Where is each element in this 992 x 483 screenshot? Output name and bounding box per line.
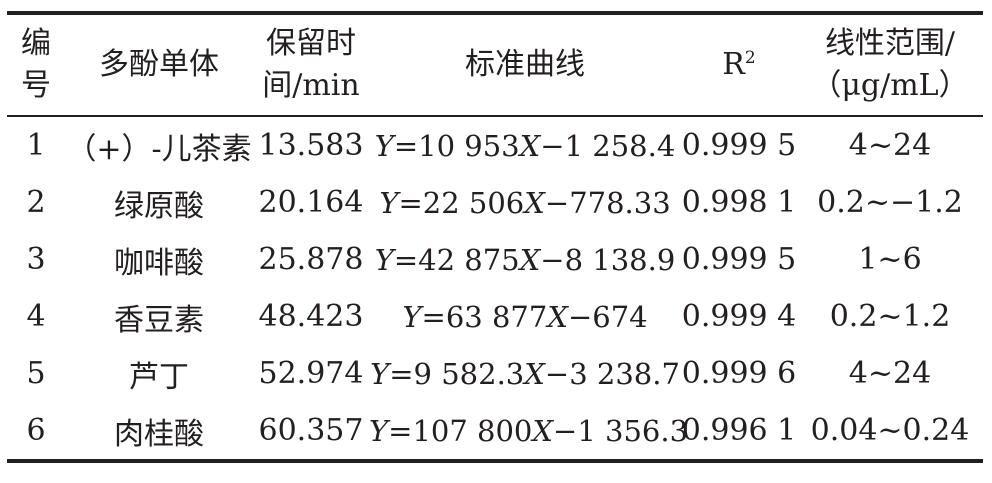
cell-linear-range: 0.2~−1.2	[817, 185, 963, 220]
eq-slope: =63 877	[421, 299, 548, 334]
cell-retention-time: 60.357	[258, 413, 364, 448]
table-row: 4 香豆素 48.423 Y=63 877X−674 0.999 4 0.2~1…	[7, 288, 983, 345]
eq-x: X	[519, 242, 541, 277]
cell-id: 2	[26, 185, 46, 220]
polyphenol-standard-curve-table: 编 号 多酚单体 保留时 间/min 标准曲线 R2 线性范围/ （μg/mL）…	[7, 11, 983, 463]
cell-retention-time: 25.878	[258, 242, 364, 277]
cell-compound: 肉桂酸	[114, 416, 204, 452]
header-id-line2: 号	[21, 68, 51, 103]
cell-retention-time: 52.974	[258, 356, 364, 391]
header-compound: 多酚单体	[99, 47, 219, 82]
cell-r2: 0.999 4	[681, 299, 797, 334]
header-range-line1: 线性范围/	[824, 26, 956, 61]
eq-x: X	[547, 299, 568, 334]
cell-retention-time: 20.164	[258, 185, 364, 220]
cell-r2: 0.998 1	[681, 185, 797, 220]
cell-compound: 咖啡酸	[114, 245, 204, 281]
cell-compound: 芦丁	[129, 359, 189, 395]
data-table-container: 编 号 多酚单体 保留时 间/min 标准曲线 R2 线性范围/ （μg/mL）…	[7, 11, 983, 463]
header-r2: R2	[681, 13, 797, 116]
eq-slope: =10 953	[393, 128, 520, 163]
eq-intercept: −674	[567, 299, 648, 334]
cell-linear-range: 4~24	[848, 128, 932, 163]
eq-x: X	[524, 185, 545, 220]
cell-linear-range: 4~24	[848, 356, 932, 391]
cell-id: 4	[26, 299, 46, 334]
table-header: 编 号 多酚单体 保留时 间/min 标准曲线 R2 线性范围/ （μg/mL）	[7, 13, 983, 116]
cell-r2: 0.999 5	[681, 242, 797, 277]
cell-linear-range: 0.2~1.2	[829, 299, 951, 334]
cell-standard-curve: Y=9 582.3X−3 238.7	[369, 345, 681, 402]
eq-slope: =107 800	[388, 413, 533, 448]
eq-x: X	[532, 413, 554, 448]
cell-standard-curve: Y=42 875X−8 138.9	[369, 231, 681, 288]
eq-intercept: −8 138.9	[540, 242, 676, 277]
eq-x: X	[519, 128, 541, 163]
cell-standard-curve: Y=107 800X−1 356.3	[369, 402, 688, 461]
header-id-line1: 编	[21, 26, 51, 61]
cell-id: 3	[26, 242, 46, 277]
cell-compound: （+）-儿茶素	[66, 131, 252, 167]
table-row: 6 肉桂酸 60.357 Y=107 800X−1 356.3 0.996 1 …	[7, 402, 983, 461]
eq-slope: =42 875	[393, 242, 520, 277]
eq-intercept: −778.33	[544, 185, 671, 220]
cell-compound: 绿原酸	[114, 188, 204, 224]
header-standard-curve: 标准曲线	[465, 47, 585, 82]
cell-compound: 香豆素	[114, 302, 204, 338]
cell-retention-time: 13.583	[258, 128, 364, 163]
header-row: 编 号 多酚单体 保留时 间/min 标准曲线 R2 线性范围/ （μg/mL）	[7, 13, 983, 116]
header-r2-sup: 2	[744, 48, 756, 68]
cell-id: 5	[26, 356, 46, 391]
eq-y: Y	[374, 242, 394, 277]
header-range-line2: （μg/mL）	[811, 68, 969, 103]
table-row: 3 咖啡酸 25.878 Y=42 875X−8 138.9 0.999 5 1…	[7, 231, 983, 288]
eq-y: Y	[379, 185, 399, 220]
cell-id: 1	[26, 128, 46, 163]
cell-retention-time: 48.423	[258, 299, 364, 334]
table-body: 1 （+）-儿茶素 13.583 Y=10 953X−1 258.4 0.999…	[7, 116, 983, 461]
cell-r2: 0.999 5	[681, 128, 797, 163]
eq-y: Y	[374, 128, 394, 163]
header-id: 编 号	[7, 13, 65, 116]
eq-y: Y	[369, 413, 389, 448]
header-rt-line1: 保留时	[266, 26, 356, 61]
cell-standard-curve: Y=22 506X−778.33	[369, 174, 681, 231]
cell-standard-curve: Y=63 877X−674	[369, 288, 681, 345]
header-rt-line2: 间/min	[262, 68, 360, 103]
eq-intercept: −3 238.7	[544, 356, 680, 391]
cell-linear-range: 1~6	[858, 242, 922, 277]
table-row: 2 绿原酸 20.164 Y=22 506X−778.33 0.998 1 0.…	[7, 174, 983, 231]
header-linear-range: 线性范围/ （μg/mL）	[797, 13, 983, 116]
table-row: 5 芦丁 52.974 Y=9 582.3X−3 238.7 0.999 6 4…	[7, 345, 983, 402]
eq-slope: =9 582.3	[389, 356, 525, 391]
eq-slope: =22 506	[398, 185, 525, 220]
eq-y: Y	[370, 356, 390, 391]
eq-y: Y	[402, 299, 422, 334]
cell-linear-range: 0.04~0.24	[810, 413, 970, 448]
header-retention-time: 保留时 间/min	[253, 13, 369, 116]
eq-intercept: −1 356.3	[553, 413, 689, 448]
table-row: 1 （+）-儿茶素 13.583 Y=10 953X−1 258.4 0.999…	[7, 116, 983, 174]
eq-intercept: −1 258.4	[540, 128, 676, 163]
eq-x: X	[524, 356, 545, 391]
cell-r2: 0.999 6	[681, 356, 797, 391]
cell-r2: 0.996 1	[681, 413, 797, 448]
cell-standard-curve: Y=10 953X−1 258.4	[369, 116, 681, 174]
cell-id: 6	[26, 413, 46, 448]
header-r2-base: R	[722, 47, 745, 82]
